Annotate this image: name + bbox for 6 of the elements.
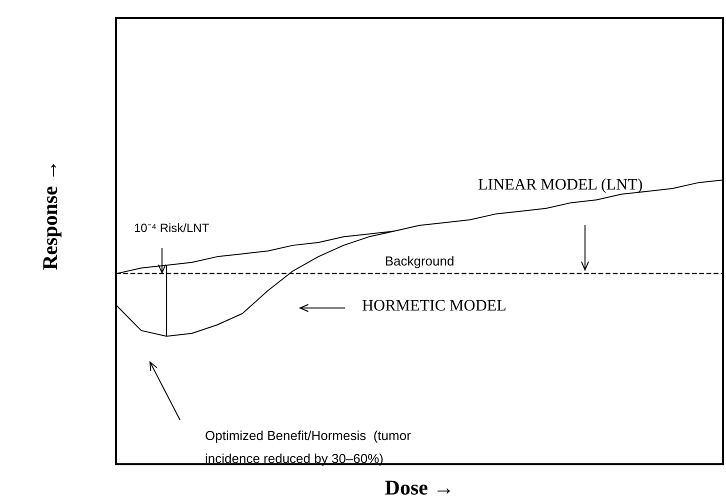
annotation: 10⁻⁴ Risk/LNT: [134, 221, 210, 235]
x-axis-title: Dose →: [384, 476, 454, 500]
y-axis-title: Response →: [38, 160, 62, 270]
annotation: LINEAR MODEL (LNT): [478, 176, 643, 194]
annotation: HORMETIC MODEL: [362, 298, 506, 314]
ref-line-label: Background: [384, 254, 454, 269]
